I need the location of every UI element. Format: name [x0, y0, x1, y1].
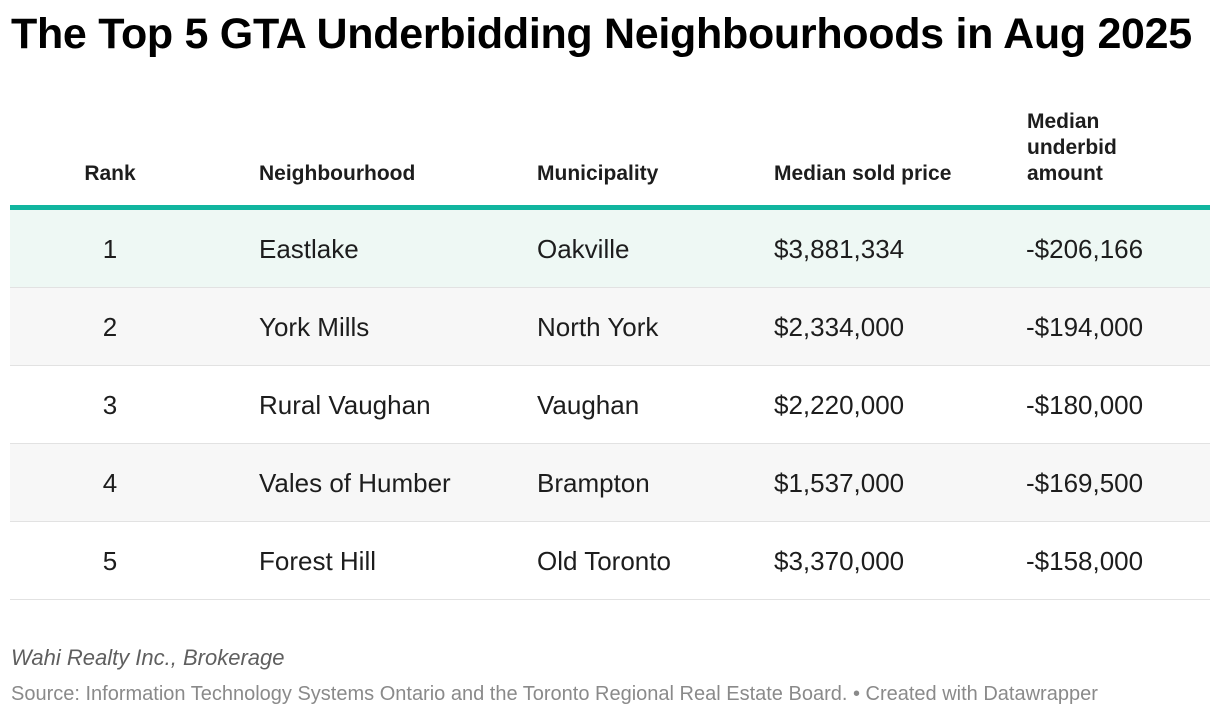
cell-municipality: Oakville [537, 234, 630, 264]
table-header: Rank Neighbourhood Municipality Median s… [10, 110, 1210, 210]
column-header-rank: Rank [84, 162, 136, 185]
cell-neighbourhood: York Mills [259, 312, 370, 342]
cell-median-underbid: -$158,000 [1026, 546, 1144, 576]
data-table: Rank Neighbourhood Municipality Median s… [10, 110, 1210, 600]
column-header-municipality: Municipality [537, 162, 659, 185]
cell-municipality: Vaughan [537, 390, 640, 420]
cell-municipality: Old Toronto [537, 546, 671, 576]
cell-neighbourhood: Forest Hill [259, 546, 377, 576]
cell-rank: 1 [102, 234, 118, 264]
cell-neighbourhood: Eastlake [259, 234, 359, 264]
cell-municipality: Brampton [537, 468, 650, 498]
table-row: 3 Rural Vaughan Vaughan $2,220,000 -$180,000 [10, 366, 1210, 444]
chart-source: Source: Information Technology Systems O… [11, 683, 1098, 705]
cell-median-sold-price: $3,370,000 [774, 546, 905, 576]
cell-rank: 3 [102, 390, 118, 420]
cell-median-sold-price: $1,537,000 [774, 468, 905, 498]
cell-median-underbid: -$180,000 [1026, 390, 1144, 420]
cell-rank: 5 [102, 546, 118, 576]
table-body: 1 Eastlake Oakville $3,881,334 -$206,166 2 Yor… [10, 210, 1210, 600]
cell-median-sold-price: $2,334,000 [774, 312, 905, 342]
chart-notes: Wahi Realty Inc., Brokerage [11, 645, 285, 670]
table-row: 2 York Mills North York $2,334,000 -$194,000 [10, 288, 1210, 366]
chart-title: The Top 5 GTA Underbidding Neighbourhood… [11, 10, 1192, 58]
cell-median-underbid: -$194,000 [1026, 312, 1144, 342]
cell-neighbourhood: Vales of Humber [259, 468, 451, 498]
cell-rank: 2 [102, 312, 118, 342]
cell-median-underbid: -$169,500 [1026, 468, 1144, 498]
column-header-median-sold-price: Median sold price [774, 162, 952, 185]
column-header-neighbourhood: Neighbourhood [259, 162, 416, 185]
cell-neighbourhood: Rural Vaughan [259, 390, 431, 420]
cell-municipality: North York [537, 312, 659, 342]
table-row: 4 Vales of Humber Brampton $1,537,000 -$169,… [10, 444, 1210, 522]
cell-rank: 4 [102, 468, 118, 498]
cell-median-sold-price: $2,220,000 [774, 390, 905, 420]
cell-median-underbid: -$206,166 [1026, 234, 1144, 264]
column-header-median-underbid-amount: Median underbid amount [1027, 110, 1117, 185]
table-row: 1 Eastlake Oakville $3,881,334 -$206,166 [10, 210, 1210, 288]
cell-median-sold-price: $3,881,334 [774, 234, 905, 264]
table-row: 5 Forest Hill Old Toronto $3,370,000 -$158,0… [10, 522, 1210, 600]
